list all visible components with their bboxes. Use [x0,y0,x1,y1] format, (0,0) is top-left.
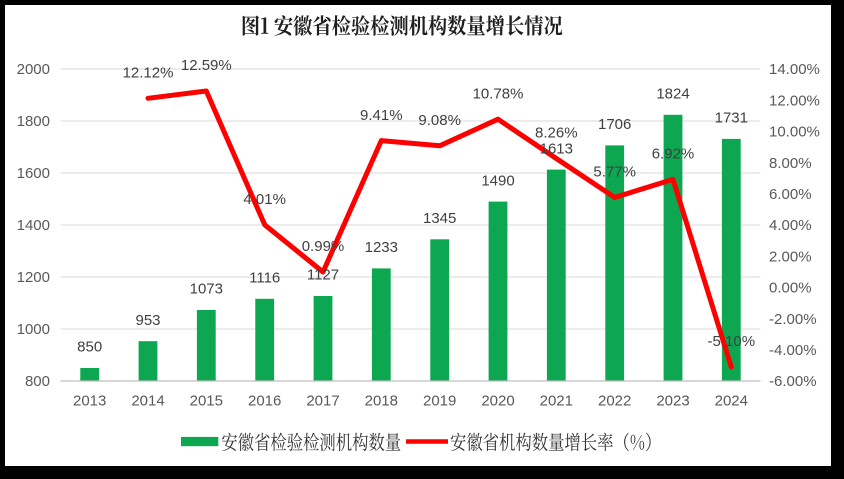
svg-text:1073: 1073 [190,281,223,298]
svg-text:2015: 2015 [190,393,223,410]
svg-text:6.92%: 6.92% [652,146,695,163]
svg-text:1490: 1490 [481,172,514,189]
svg-text:0.00%: 0.00% [769,280,812,297]
svg-text:1400: 1400 [17,217,50,234]
svg-text:2014: 2014 [131,393,164,410]
svg-text:1800: 1800 [17,113,50,130]
svg-text:12.59%: 12.59% [181,57,232,74]
svg-text:1000: 1000 [17,321,50,338]
svg-text:-4.00%: -4.00% [769,342,817,359]
svg-text:2023: 2023 [656,393,689,410]
svg-text:2021: 2021 [540,393,573,410]
svg-text:-2.00%: -2.00% [769,311,817,328]
svg-text:8.00%: 8.00% [769,155,812,172]
svg-text:1127: 1127 [307,267,339,284]
svg-text:2.00%: 2.00% [769,248,812,265]
svg-text:850: 850 [77,339,102,356]
svg-text:2020: 2020 [481,393,514,410]
svg-text:1824: 1824 [656,86,689,103]
svg-text:10.00%: 10.00% [769,124,820,141]
svg-text:1345: 1345 [423,210,456,227]
svg-text:12.12%: 12.12% [123,65,174,82]
svg-text:800: 800 [25,373,50,390]
svg-text:4.00%: 4.00% [769,217,812,234]
svg-text:2019: 2019 [423,393,456,410]
svg-text:2022: 2022 [598,393,631,410]
svg-text:1116: 1116 [249,270,280,287]
svg-text:6.00%: 6.00% [769,186,812,203]
svg-text:2024: 2024 [715,393,748,410]
svg-text:-6.00%: -6.00% [769,373,817,390]
svg-text:14.00%: 14.00% [769,61,820,78]
svg-text:10.78%: 10.78% [473,85,524,102]
svg-text:1731: 1731 [715,110,748,127]
svg-text:-5.10%: -5.10% [708,333,756,350]
svg-text:2016: 2016 [248,393,281,410]
svg-text:953: 953 [135,312,160,329]
svg-text:12.00%: 12.00% [769,92,820,109]
svg-text:5.77%: 5.77% [593,164,636,181]
svg-text:1200: 1200 [17,269,50,286]
svg-text:2017: 2017 [306,393,339,410]
svg-text:1600: 1600 [17,165,50,182]
svg-text:8.26%: 8.26% [535,125,578,142]
svg-text:9.41%: 9.41% [360,107,403,124]
svg-text:1233: 1233 [365,239,398,256]
svg-text:1706: 1706 [598,116,631,133]
svg-text:1613: 1613 [540,140,573,157]
svg-text:4.01%: 4.01% [243,191,286,208]
svg-text:2013: 2013 [73,393,106,410]
svg-text:9.08%: 9.08% [418,112,461,129]
svg-text:2018: 2018 [365,393,398,410]
svg-text:0.99%: 0.99% [302,238,345,255]
svg-text:2000: 2000 [17,61,50,78]
